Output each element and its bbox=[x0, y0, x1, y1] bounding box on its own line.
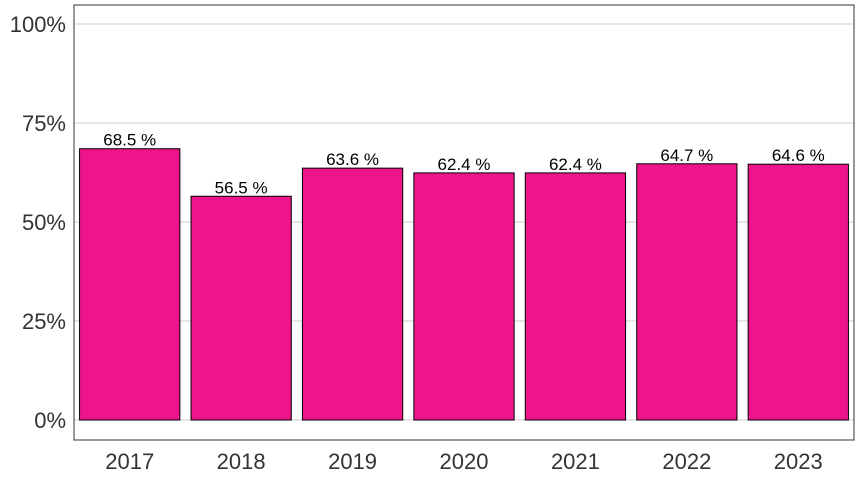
bar bbox=[190, 195, 292, 421]
y-axis-ticks: 0% 25% 50% 75% 100% bbox=[10, 12, 66, 433]
y-tick-label: 50% bbox=[22, 210, 66, 235]
y-tick-label: 0% bbox=[34, 408, 66, 433]
data-label: 68.5 % bbox=[103, 131, 156, 150]
plot-panel-border bbox=[73, 4, 855, 441]
x-tick-label: 2017 bbox=[105, 449, 154, 474]
x-tick-label: 2023 bbox=[774, 449, 823, 474]
bar bbox=[524, 172, 627, 421]
bar bbox=[413, 172, 515, 421]
x-tick-label: 2019 bbox=[328, 449, 377, 474]
bar bbox=[301, 167, 404, 421]
x-axis-ticks: 2017 2018 2019 2020 2021 2022 2023 bbox=[105, 449, 823, 474]
y-tick-label: 75% bbox=[22, 111, 66, 136]
data-label: 62.4 % bbox=[438, 155, 491, 174]
x-tick-label: 2018 bbox=[217, 449, 266, 474]
data-labels: 68.5 % 56.5 % 63.6 % 62.4 % 62.4 % 64.7 % 64.6… bbox=[103, 131, 825, 198]
data-label: 56.5 % bbox=[215, 178, 268, 197]
bar bbox=[79, 148, 181, 421]
bar bbox=[636, 163, 738, 421]
x-tick-label: 2022 bbox=[662, 449, 711, 474]
data-label: 64.6 % bbox=[772, 146, 825, 165]
data-label: 64.7 % bbox=[660, 146, 713, 165]
y-tick-label: 25% bbox=[22, 309, 66, 334]
data-label: 62.4 % bbox=[549, 155, 602, 174]
bar bbox=[747, 163, 849, 421]
bars bbox=[79, 148, 849, 421]
x-tick-label: 2020 bbox=[440, 449, 489, 474]
x-tick-label: 2021 bbox=[551, 449, 600, 474]
data-label: 63.6 % bbox=[326, 150, 379, 169]
y-tick-label: 100% bbox=[10, 12, 66, 37]
